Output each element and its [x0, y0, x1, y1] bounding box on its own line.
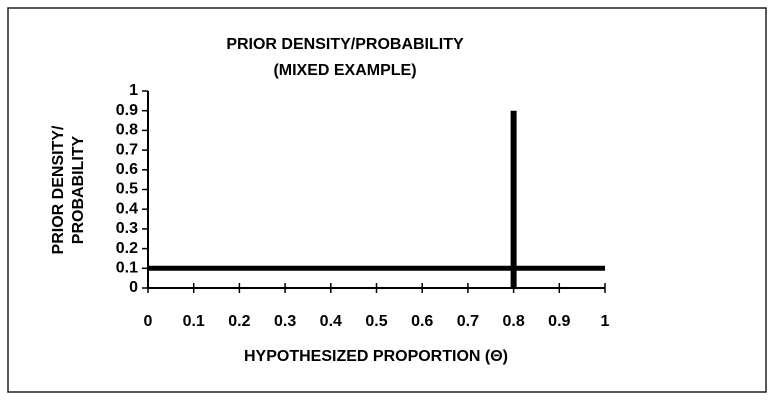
y-tick-label: 0.7 — [116, 141, 138, 158]
x-tick-label: 0.5 — [365, 313, 387, 330]
y-tick-label: 0 — [129, 279, 138, 296]
x-tick-label: 0.8 — [502, 313, 524, 330]
y-label-line: PROBABILITY — [70, 135, 87, 244]
x-tick-label: 0.6 — [411, 313, 433, 330]
frame — [7, 7, 767, 393]
y-tick-label: 0.3 — [116, 220, 138, 237]
y-tick-label: 0.6 — [116, 161, 138, 178]
x-tick-label: 0.4 — [320, 313, 342, 330]
y-tick-label: 0.2 — [116, 240, 138, 257]
y-tick-label: 0.4 — [116, 200, 138, 217]
x-tick-label: 0.3 — [274, 313, 296, 330]
y-tick-label: 1 — [129, 82, 138, 99]
x-axis-label: HYPOTHESIZED PROPORTION (Θ) — [244, 348, 508, 365]
y-tick-label: 0.8 — [116, 122, 138, 139]
x-tick-label: 0.9 — [548, 313, 570, 330]
y-tick-label: 0.1 — [116, 260, 138, 277]
x-tick-label: 0.1 — [183, 313, 205, 330]
x-tick-label: 0.2 — [228, 313, 250, 330]
x-tick-label: 0.7 — [457, 313, 479, 330]
y-axis-label: PRIOR DENSITY/ PROBABILITY — [50, 125, 87, 254]
chart-subtitle: (MIXED EXAMPLE) — [273, 62, 416, 79]
x-tick-label: 0 — [144, 313, 153, 330]
y-label-line: PRIOR DENSITY/ — [50, 125, 67, 254]
chart-title: PRIOR DENSITY/PROBABILITY — [226, 36, 464, 53]
x-tick-label: 1 — [601, 313, 610, 330]
y-tick-label: 0.5 — [116, 181, 138, 198]
y-tick-label: 0.9 — [116, 102, 138, 119]
